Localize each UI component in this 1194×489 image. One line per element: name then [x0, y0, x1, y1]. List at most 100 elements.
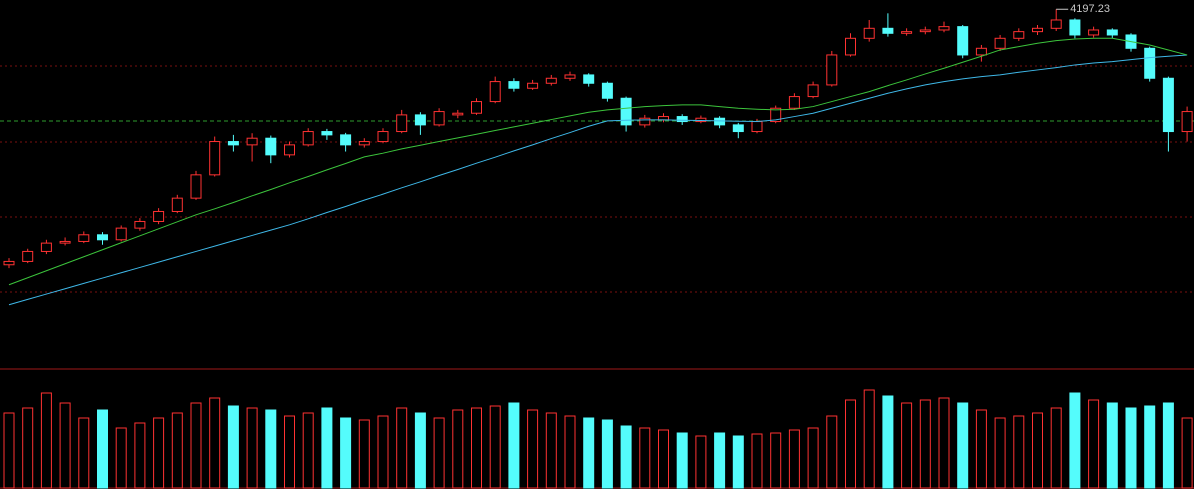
candle-body — [583, 74, 595, 84]
volume-bar — [620, 425, 632, 489]
candle-body — [171, 197, 183, 212]
volume-bar — [751, 433, 763, 489]
candle-body — [1032, 27, 1043, 33]
candle-body — [545, 77, 557, 84]
volume-bar — [246, 407, 258, 489]
candle-body — [3, 260, 15, 266]
candle-body — [414, 114, 426, 126]
volume-bar — [40, 392, 52, 489]
candle-body — [377, 131, 389, 143]
volume-bar — [97, 409, 108, 489]
volume-bar — [153, 417, 165, 489]
volume-bar — [994, 417, 1006, 489]
volume-bar — [227, 405, 239, 489]
candle-body — [807, 84, 819, 98]
candle-body — [527, 82, 539, 89]
candle-body — [695, 117, 707, 123]
volume-bar — [1069, 392, 1081, 489]
volume-bar — [807, 427, 819, 489]
candle-body — [1106, 29, 1118, 36]
candle-body — [40, 242, 52, 252]
candle-body — [564, 74, 576, 79]
volume-bar — [59, 402, 71, 489]
candle-body — [919, 29, 931, 33]
volume-bar — [321, 407, 333, 489]
candle-body — [452, 112, 464, 116]
candle-body — [826, 54, 838, 86]
candle-body — [1181, 111, 1193, 133]
candle-body — [78, 234, 90, 242]
volume-bar — [1125, 407, 1137, 489]
volume-bar — [845, 399, 856, 489]
candle-body — [1162, 77, 1174, 133]
volume-bar — [901, 402, 913, 489]
candle-body — [358, 141, 370, 146]
volume-bar — [975, 409, 987, 489]
volume-bar — [695, 435, 707, 489]
volume-bar — [1106, 402, 1118, 489]
volume-bar — [826, 415, 838, 489]
candle-body — [321, 131, 333, 136]
candle-body — [882, 27, 894, 34]
volume-bar — [358, 419, 370, 489]
volume-bar — [134, 422, 146, 489]
candle-body — [471, 101, 482, 114]
candle-body — [97, 234, 108, 241]
candle-body — [134, 220, 146, 229]
candle-body — [901, 31, 913, 34]
volume-bar — [433, 417, 445, 489]
candle-body — [620, 97, 632, 126]
volume-bar — [1088, 399, 1100, 489]
candle-body — [1013, 31, 1025, 39]
volume-bar — [1032, 412, 1043, 489]
candle-body — [115, 227, 127, 241]
volume-bar — [919, 399, 931, 489]
volume-bar — [732, 435, 744, 489]
volume-bar — [78, 417, 90, 489]
candle-body — [788, 96, 800, 109]
candle-body — [639, 117, 651, 126]
moving-average — [8, 37, 1188, 286]
volume-bar — [1181, 417, 1193, 489]
candle-body — [489, 81, 501, 103]
volume-bar — [471, 407, 482, 489]
candle-body — [863, 27, 875, 39]
candle-body — [284, 144, 295, 156]
volume-bar — [1013, 415, 1025, 489]
volume-bar — [171, 412, 183, 489]
volume-bar — [284, 415, 295, 489]
volume-bar — [396, 407, 408, 489]
volume-bar — [508, 402, 520, 489]
volume-bar — [1144, 405, 1156, 489]
volume-bar — [190, 402, 202, 489]
volume-bar — [564, 415, 576, 489]
volume-bar — [714, 432, 726, 489]
volume-bar — [658, 429, 669, 489]
candle-body — [994, 37, 1006, 49]
volume-bar — [377, 415, 389, 489]
volume-bar — [414, 412, 426, 489]
volume-bar — [209, 397, 221, 489]
volume-bar — [882, 395, 894, 489]
candle-body — [340, 134, 352, 146]
candle-body — [975, 47, 987, 56]
volume-bar — [115, 427, 127, 489]
candle-body — [1069, 19, 1081, 36]
volume-bar — [340, 417, 352, 489]
candle-body — [227, 141, 239, 146]
volume-bar — [770, 432, 782, 489]
candle-body — [601, 82, 613, 99]
volume-bar — [676, 432, 688, 489]
candle-body — [209, 141, 221, 176]
volume-bar — [938, 397, 950, 489]
volume-bar — [489, 405, 501, 489]
moving-average — [8, 54, 1188, 306]
candle-body — [59, 240, 71, 244]
volume-bar — [452, 409, 464, 489]
candle-body — [1050, 19, 1062, 29]
candle-body — [676, 116, 688, 123]
volume-bar — [583, 417, 595, 489]
volume-bar — [22, 407, 34, 489]
